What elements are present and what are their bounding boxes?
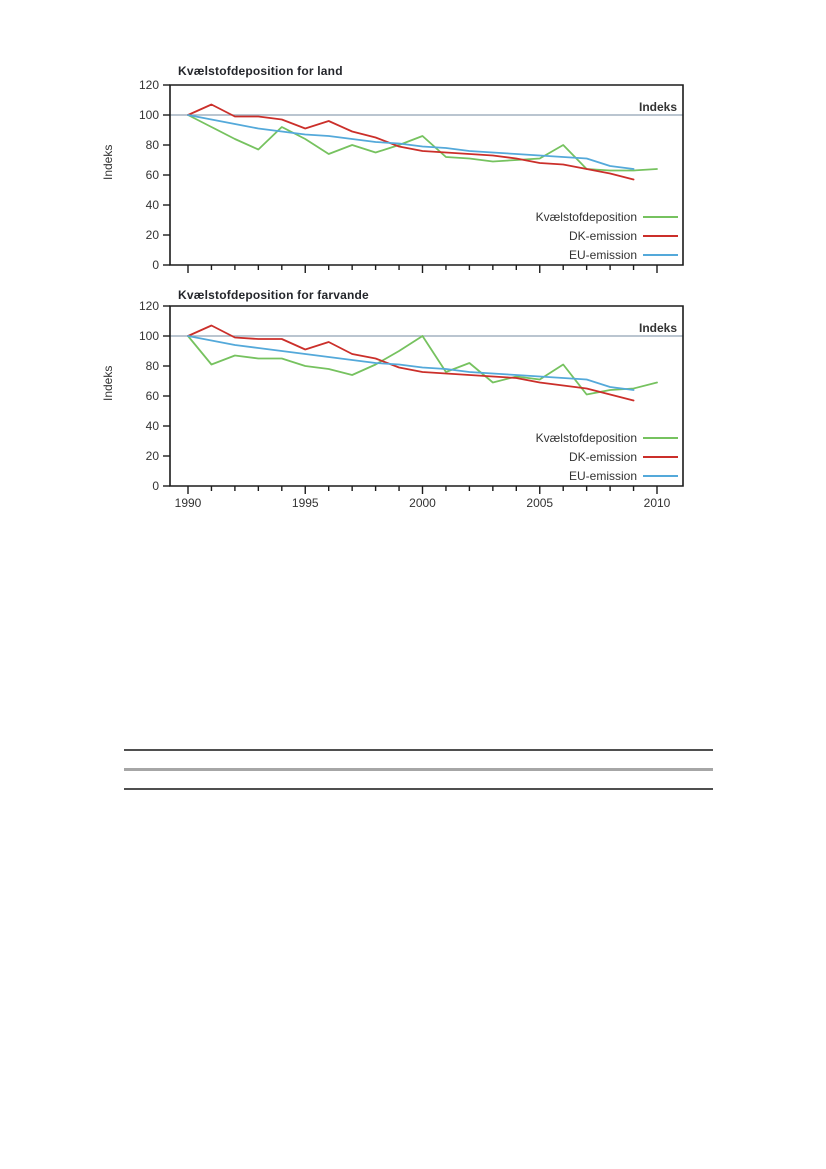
y-axis-tick-label: 100 bbox=[139, 329, 159, 343]
y-axis-tick-label: 120 bbox=[139, 78, 159, 92]
series-line-kvlstofdeposition bbox=[187, 114, 658, 172]
index-reference-label: Indeks bbox=[639, 321, 677, 335]
y-axis-tick-label: 80 bbox=[146, 359, 160, 373]
chart-land-title: Kvælstofdeposition for land bbox=[178, 64, 343, 78]
divider-line-bottom bbox=[124, 788, 713, 790]
legend-label-dk-emission: DK-emission bbox=[569, 229, 637, 243]
x-axis-tick-label: 1990 bbox=[175, 496, 202, 510]
y-axis-tick-label: 40 bbox=[146, 198, 160, 212]
legend-label-eu-emission: EU-emission bbox=[569, 248, 637, 262]
x-axis-tick-label: 1995 bbox=[292, 496, 319, 510]
legend-label-dk-emission: DK-emission bbox=[569, 450, 637, 464]
series-line-kvlstofdeposition bbox=[187, 335, 658, 396]
chart-farvande-title: Kvælstofdeposition for farvande bbox=[178, 288, 369, 302]
y-axis-tick-label: 0 bbox=[152, 479, 159, 493]
x-axis-tick-label: 2005 bbox=[526, 496, 553, 510]
series-line-dk-emission bbox=[187, 103, 635, 181]
y-axis-tick-label: 80 bbox=[146, 138, 160, 152]
y-axis-tick-label: 120 bbox=[139, 299, 159, 313]
y-axis-tick-label: 40 bbox=[146, 419, 160, 433]
index-reference-label: Indeks bbox=[639, 100, 677, 114]
legend-label-kvlstofdeposition: Kvælstofdeposition bbox=[536, 210, 637, 224]
y-axis-tick-label: 20 bbox=[146, 449, 160, 463]
y-axis-tick-label: 100 bbox=[139, 108, 159, 122]
legend-label-kvlstofdeposition: Kvælstofdeposition bbox=[536, 431, 637, 445]
x-axis-tick-label: 2010 bbox=[644, 496, 671, 510]
divider-line-top bbox=[124, 749, 713, 751]
series-line-eu-emission bbox=[187, 335, 635, 391]
x-axis-tick-label: 2000 bbox=[409, 496, 436, 510]
divider-line-middle bbox=[124, 768, 713, 771]
chart-land-plot: 0 20 40 60 80 100 120 Kvælstofdeposition DK-emis… bbox=[139, 78, 684, 273]
y-axis-tick-label: 20 bbox=[146, 228, 160, 242]
legend-label-eu-emission: EU-emission bbox=[569, 469, 637, 483]
series-line-dk-emission bbox=[187, 324, 635, 402]
chart-farvande-plot: 0 20 40 60 80 100 120 1990 1995 2000 2005 2010 Kvæls… bbox=[139, 299, 684, 510]
y-axis-tick-label: 60 bbox=[146, 389, 160, 403]
series-line-eu-emission bbox=[187, 114, 635, 170]
y-axis-tick-label: 60 bbox=[146, 168, 160, 182]
y-axis-tick-label: 0 bbox=[152, 258, 159, 272]
